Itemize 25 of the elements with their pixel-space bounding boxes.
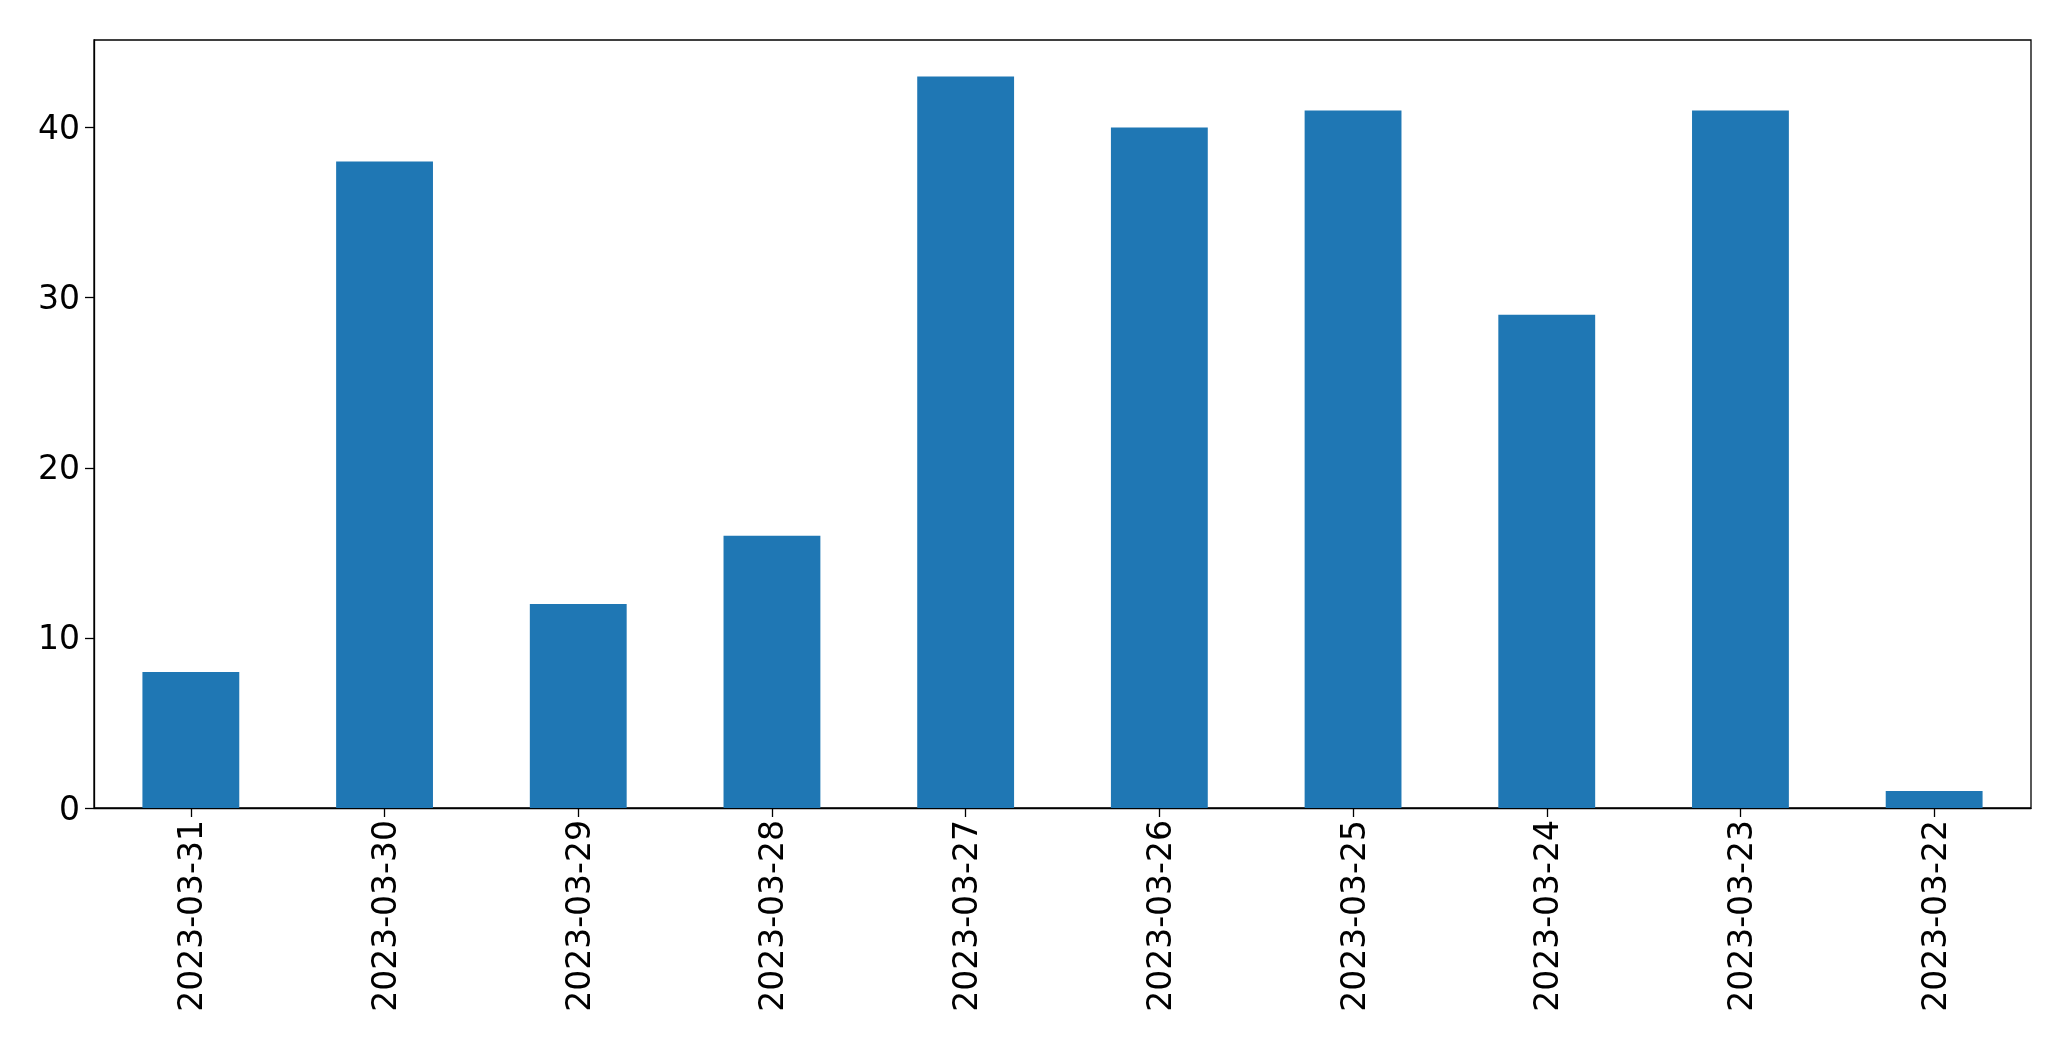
bar [1885,790,1983,808]
y-tick-label: 0 [59,788,80,828]
bar [336,161,433,808]
bar [529,603,627,808]
x-tick-label: 2023-03-22 [1914,820,1954,1012]
x-tick-label: 2023-03-27 [946,820,986,1012]
x-tick-label: 2023-03-31 [171,820,211,1012]
x-tick-label: 2023-03-25 [1333,820,1373,1012]
y-tick-label: 10 [38,618,80,658]
bar [723,535,821,808]
x-tick-label: 2023-03-24 [1527,820,1567,1012]
bar [1304,110,1402,808]
y-tick-label: 20 [38,448,80,488]
bar [1110,127,1208,808]
x-tick-label: 2023-03-23 [1720,820,1760,1012]
y-tick-label: 40 [38,108,80,148]
x-tick-label: 2023-03-29 [558,820,598,1012]
x-tick-label: 2023-03-28 [752,820,792,1012]
x-tick-label: 2023-03-26 [1139,820,1179,1012]
bar [917,76,1015,808]
bar [1692,110,1789,808]
bar [1498,314,1596,808]
y-tick-label: 30 [38,278,80,318]
bar [142,671,240,808]
x-tick-label: 2023-03-30 [365,820,405,1012]
